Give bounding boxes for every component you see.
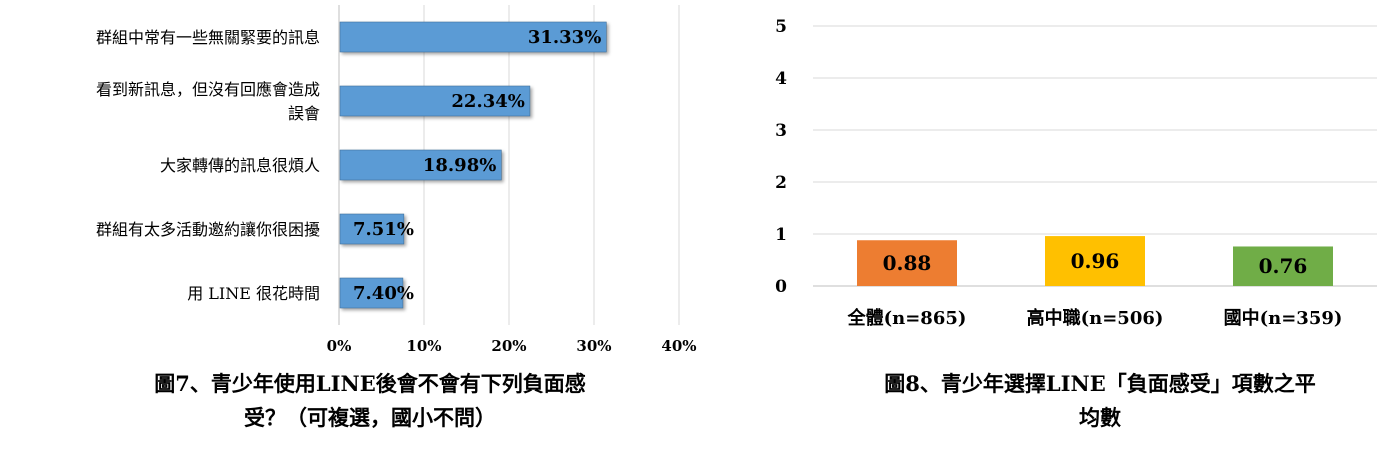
bar [857,240,957,286]
bar [1233,246,1333,286]
category-label: 全體(n=865) [847,307,967,329]
y-tick-label: 1 [775,225,787,245]
data-label: 0.96 [1071,249,1120,273]
y-tick-label: 2 [775,173,787,193]
y-tick-label: 4 [775,69,787,89]
data-label: 22.34% [451,91,524,112]
data-label: 31.33% [528,27,601,48]
bar [1045,236,1145,286]
chart-average-count: 0 1 2 3 4 5 0.88 全體(n=865) 0.96 高中職(n=506) 0.76 國中(… [775,17,1377,329]
figure-8-caption: 圖8、青少年選擇LINE「負面感受」項數之平 均數 [820,367,1380,435]
y-tick-label: 3 [775,121,787,141]
bar [339,213,405,245]
figure-7-caption: 圖7、青少年使用LINE後會不會有下列負面感 受？（可複選，國小不問） [90,367,650,435]
data-label: 7.40% [353,283,414,304]
category-label: 大家轉傳的訊息很煩人 [160,156,320,175]
bar [339,149,502,181]
caption-line: 圖8、青少年選擇LINE「負面感受」項數之平 [884,371,1316,396]
x-tick-label: 40% [661,337,696,355]
data-label: 0.76 [1259,254,1308,278]
y-tick-label: 0 [775,277,787,297]
bar [339,21,607,53]
chart-negative-feelings: 0% 10% 20% 30% 40% 31.33% 群組中常有一些無關緊要的訊息 22.34%… [96,5,697,355]
category-label: 群組中常有一些無關緊要的訊息 [96,28,320,47]
category-label: 誤會 [288,104,320,123]
caption-line: 均數 [1079,405,1121,430]
data-label: 7.51% [353,219,414,240]
caption-line: 受？（可複選，國小不問） [244,405,496,430]
category-label: 用 LINE 很花時間 [187,284,320,303]
x-tick-label: 0% [327,337,352,355]
bar [339,277,404,309]
data-label: 18.98% [423,155,496,176]
category-label: 高中職(n=506) [1027,307,1164,329]
caption-line: 圖7、青少年使用LINE後會不會有下列負面感 [154,371,586,396]
x-tick-label: 30% [576,337,611,355]
bar [339,85,531,117]
category-label: 國中(n=359) [1224,307,1343,329]
x-tick-label: 20% [491,337,526,355]
category-label: 群組有太多活動邀約讓你很困擾 [96,220,320,239]
x-tick-label: 10% [406,337,441,355]
data-label: 0.88 [883,251,932,275]
y-tick-label: 5 [775,17,787,37]
category-label: 看到新訊息，但沒有回應會造成 [96,80,320,99]
